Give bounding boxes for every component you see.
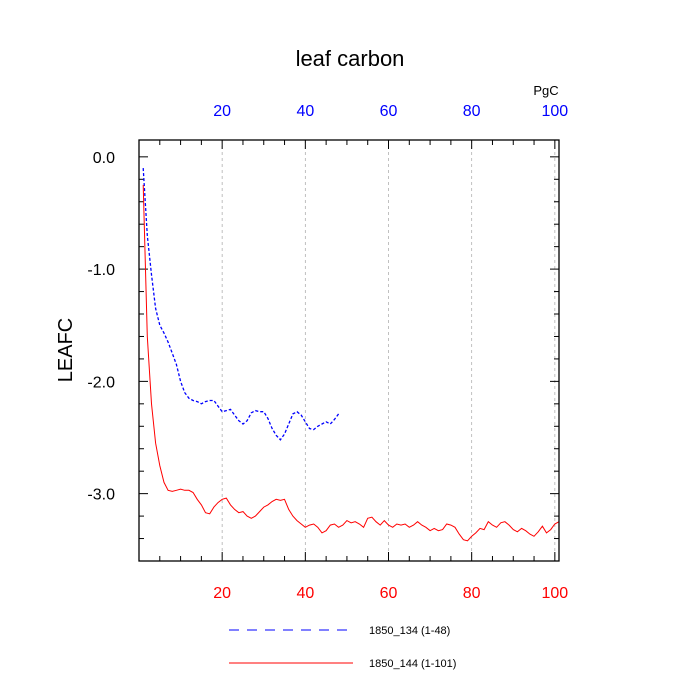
- top-tick-label: 40: [296, 103, 314, 120]
- bottom-tick-label: 40: [296, 585, 314, 602]
- top-tick-label: 60: [380, 103, 398, 120]
- y-axis-label: LEAFC: [55, 318, 77, 382]
- y-tick-label: 0.0: [93, 150, 115, 167]
- axis-ticks: [139, 140, 559, 561]
- top-tick-label: 100: [541, 103, 568, 120]
- vertical-grid: [221, 140, 556, 561]
- legend-label-2: 1850_144 (1-101): [369, 658, 456, 670]
- y-tick-label: -2.0: [87, 374, 115, 391]
- bottom-tick-labels: 20 40 60 80 100: [213, 585, 568, 602]
- y-tick-label: -3.0: [87, 487, 115, 504]
- legend-label-1: 1850_134 (1-48): [369, 625, 450, 637]
- legend: 1850_134 (1-48) 1850_144 (1-101): [229, 625, 456, 670]
- bottom-tick-label: 100: [541, 585, 568, 602]
- top-axis-unit: PgC: [533, 83, 558, 98]
- top-tick-label: 80: [463, 103, 481, 120]
- chart-title: leaf carbon: [296, 46, 405, 71]
- series-line-2: [142, 184, 560, 542]
- plot-frame: [138, 139, 560, 562]
- top-tick-labels: 20 40 60 80 100: [213, 103, 568, 120]
- top-tick-label: 20: [213, 103, 231, 120]
- series-line-1: [142, 168, 340, 441]
- bottom-tick-label: 60: [380, 585, 398, 602]
- y-tick-labels: 0.0 -1.0 -2.0 -3.0: [87, 150, 115, 504]
- series-group: [142, 168, 560, 542]
- y-tick-label: -1.0: [87, 262, 115, 279]
- bottom-tick-label: 20: [213, 585, 231, 602]
- bottom-tick-label: 80: [463, 585, 481, 602]
